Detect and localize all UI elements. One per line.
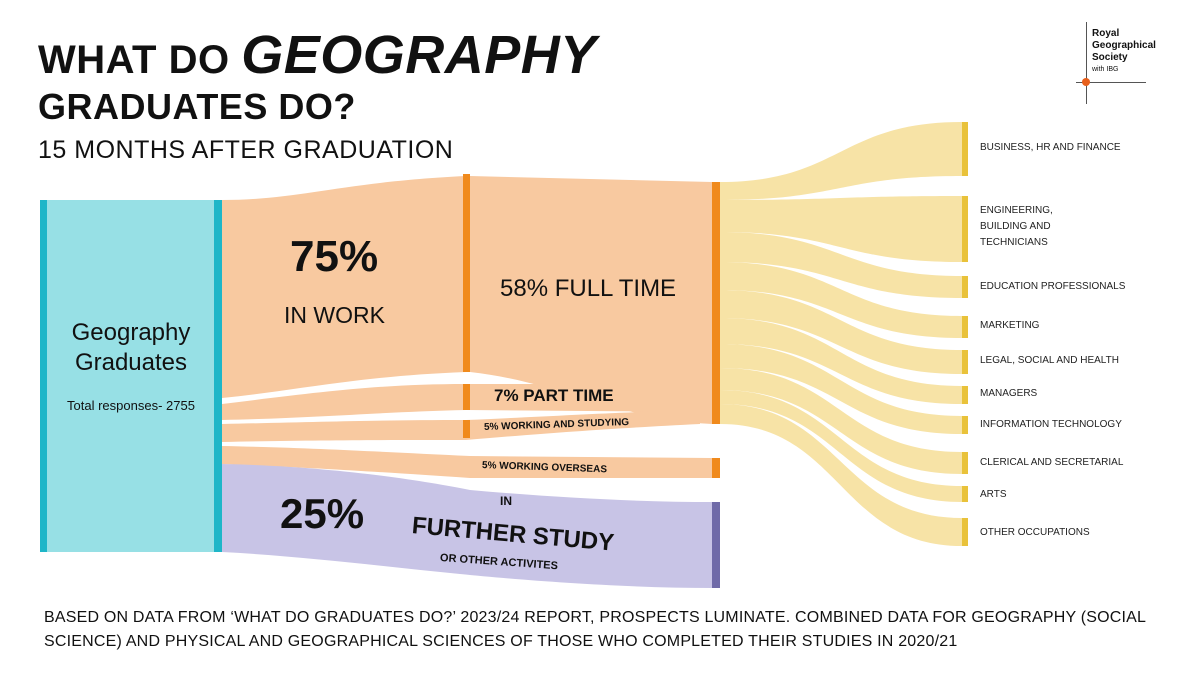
bar-legal <box>962 350 968 374</box>
logo-line-2: Geographical <box>1092 40 1156 51</box>
occupation-education: EDUCATION PROFESSIONALS <box>980 281 1126 292</box>
further-study-band <box>222 464 714 588</box>
occupation-bars <box>962 122 968 546</box>
part-time-label: 7% PART TIME <box>494 386 614 405</box>
fan-other <box>720 404 962 546</box>
working-studying-band <box>222 410 700 442</box>
fan-managers <box>720 318 962 404</box>
occupation-fans <box>720 122 962 546</box>
bar-arts <box>962 486 968 502</box>
fan-it <box>720 344 962 434</box>
bar-marketing <box>962 316 968 338</box>
graduates-node <box>44 200 218 552</box>
work-split-bar <box>463 174 470 372</box>
graduates-label-line-2: Graduates <box>74 349 188 376</box>
graduates-right-bar <box>214 200 222 552</box>
fan-clerical <box>720 368 962 474</box>
logo-dot-icon <box>1082 78 1090 86</box>
bar-education <box>962 276 968 298</box>
logo-line-1: Royal <box>1092 28 1120 39</box>
working-studying-bar <box>463 420 470 438</box>
bar-other <box>962 518 968 546</box>
full-time-bar <box>712 182 720 424</box>
full-time-label: 58% FULL TIME <box>500 275 677 302</box>
logo-line-4: with IBG <box>1092 66 1119 73</box>
bar-engineering <box>962 196 968 262</box>
work-band <box>222 176 466 398</box>
bar-business <box>962 122 968 176</box>
logo-vertical-line <box>1086 22 1087 104</box>
fan-business <box>720 122 962 200</box>
title-prefix: WHAT DO <box>38 38 230 82</box>
occupation-engineering-line-3: TECHNICIANS <box>980 237 1048 248</box>
source-footnote: BASED ON DATA FROM ‘WHAT DO GRADUATES DO… <box>44 609 1146 650</box>
occupation-engineering-line-2: BUILDING AND <box>980 221 1051 232</box>
bar-clerical <box>962 452 968 474</box>
study-in-label: IN <box>500 494 512 508</box>
full-time-band <box>470 176 712 424</box>
study-percentage: 25% <box>280 490 365 537</box>
occupation-engineering-line-1: ENGINEERING, <box>980 205 1053 216</box>
bar-managers <box>962 386 968 404</box>
logo-text: Royal Geographical Society with IBG <box>1092 28 1182 76</box>
work-label: IN WORK <box>284 302 385 328</box>
subtitle: 15 MONTHS AFTER GRADUATION <box>38 136 454 164</box>
graduates-label-line-1: Geography <box>71 319 191 346</box>
occupation-marketing: MARKETING <box>980 320 1040 331</box>
logo-horizontal-line <box>1076 82 1146 83</box>
occupation-managers: MANAGERS <box>980 388 1038 399</box>
fan-engineering <box>720 196 962 262</box>
bar-it <box>962 416 968 434</box>
further-study-bar <box>712 502 720 588</box>
rgs-logo: Royal Geographical Society with IBG <box>1076 16 1186 106</box>
occupation-engineering: ENGINEERING, BUILDING AND TECHNICIANS <box>980 203 1160 251</box>
part-time-bar <box>463 384 470 410</box>
working-overseas-bar <box>712 458 720 478</box>
total-responses: Total responses- 2755 <box>67 398 195 413</box>
occupation-other: OTHER OCCUPATIONS <box>980 527 1090 538</box>
graduates-label: Geography Graduates <box>46 318 216 378</box>
work-percentage: 75% <box>290 232 379 281</box>
occupation-business: BUSINESS, HR AND FINANCE <box>980 142 1121 153</box>
title-line-2: GRADUATES DO? <box>38 86 356 127</box>
occupation-it: INFORMATION TECHNOLOGY <box>980 419 1122 430</box>
occupation-arts: ARTS <box>980 489 1007 500</box>
graduates-left-bar <box>40 200 47 552</box>
fan-marketing <box>720 262 962 338</box>
occupation-legal: LEGAL, SOCIAL AND HEALTH <box>980 355 1119 366</box>
logo-line-3: Society <box>1092 52 1128 63</box>
occupation-clerical: CLERICAL AND SECRETARIAL <box>980 457 1124 468</box>
title-emphasis: GEOGRAPHY <box>241 25 597 85</box>
fan-legal <box>720 290 962 374</box>
fan-education <box>720 232 962 298</box>
working-overseas-band <box>222 446 712 478</box>
title-line-1: WHAT DO GEOGRAPHY <box>38 24 597 86</box>
fan-arts <box>720 390 962 502</box>
